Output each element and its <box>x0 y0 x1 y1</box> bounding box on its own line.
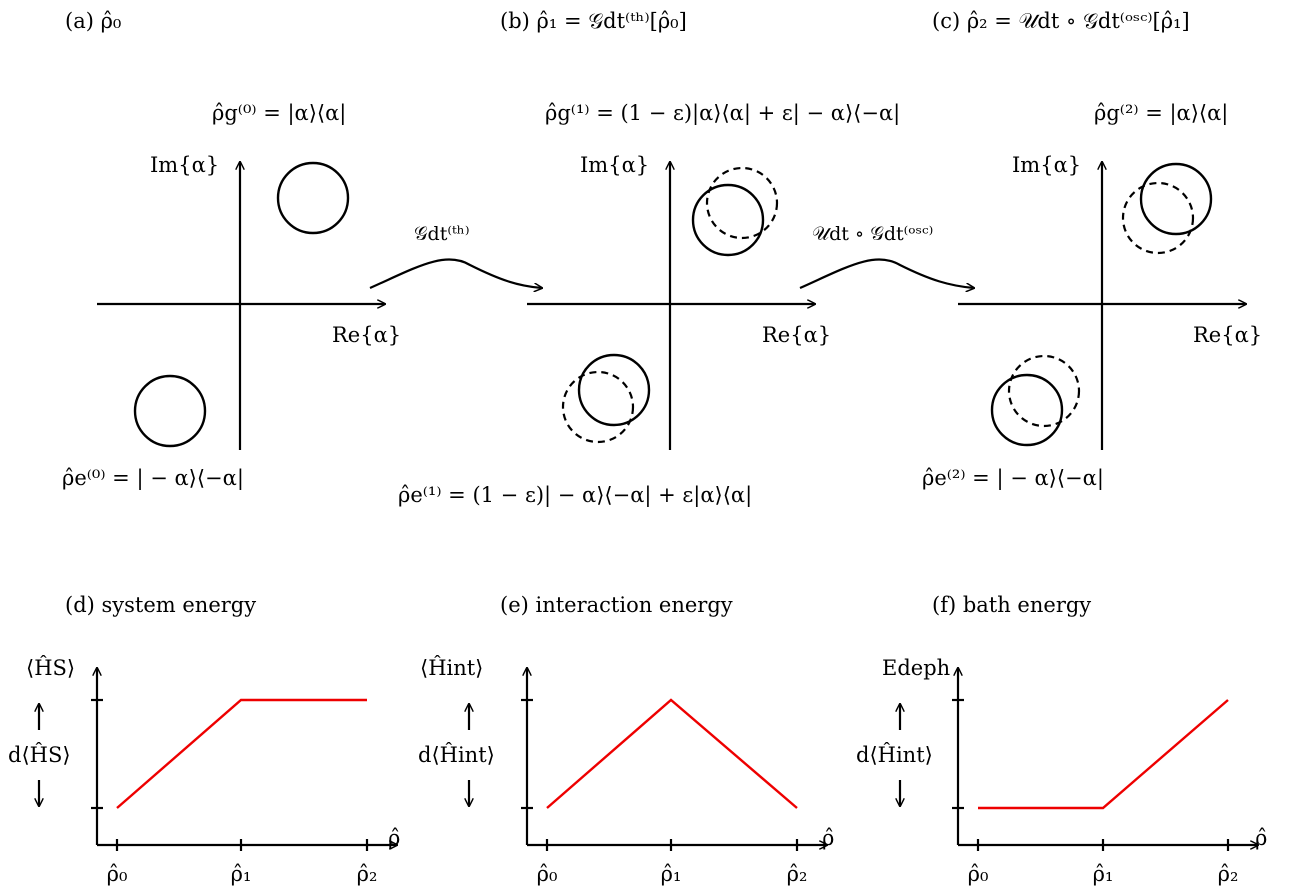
x-tick-label: ρ̂₂ <box>787 862 808 886</box>
panel-b-ground-label: ρ̂g⁽¹⁾ = (1 − ε)|α⟩⟨α| + ε| − α⟩⟨−α| <box>545 101 900 126</box>
chart-e-title: (e) interaction energy <box>500 593 733 617</box>
panel-b-excited-dashed-circle <box>561 370 635 444</box>
chart-f-y-label: Edeph <box>882 656 950 680</box>
transition-arrow-thermal: 𝒢dt⁽ᵗʰ⁾ <box>369 223 542 288</box>
x-tick-label: ρ̂₀ <box>968 862 989 886</box>
energy-series-line <box>546 698 798 809</box>
panel-a-re-label: Re{α} <box>332 323 401 347</box>
x-tick-label: ρ̂₀ <box>107 862 128 886</box>
panel-a-im-label: Im{α} <box>150 153 219 177</box>
chart-f-x-label: ρ̂ <box>1255 826 1267 850</box>
panel-c-ground-label: ρ̂g⁽²⁾ = |α⟩⟨α| <box>1094 101 1228 126</box>
x-tick-label: ρ̂₁ <box>1093 862 1114 886</box>
panel-c-excited-dashed-circle <box>1007 354 1081 428</box>
panel-c-im-label: Im{α} <box>1012 153 1081 177</box>
panel-b-ground-dashed-circle <box>705 166 779 240</box>
panel-b-re-label: Re{α} <box>762 323 831 347</box>
x-tick-label: ρ̂₁ <box>231 862 252 886</box>
transition-oscillation-curve <box>799 258 974 288</box>
panel-b-excited-state-circle <box>577 353 651 427</box>
panel-b-im-label: Im{α} <box>580 153 649 177</box>
panel-a: (a) ρ̂₀ ρ̂g⁽⁰⁾ = |α⟩⟨α| Im{α} Re{α} ρ̂e⁽… <box>62 9 401 491</box>
transition-arrow-oscillation: 𝒰dt ∘ 𝒢dt⁽ᵒˢᶜ⁾ <box>799 223 974 288</box>
chart-d-y-label: ⟨ĤS⟩ <box>26 656 75 680</box>
chart-d-x-label: ρ̂ <box>388 826 400 850</box>
chart-bath-energy: (f) bath energy Edeph d⟨Ĥint⟩ ρ̂ ρ̂₀ ρ̂₁ ρ… <box>856 593 1267 886</box>
panel-b-ground-state-circle <box>691 183 765 257</box>
panel-c-ground-state-circle <box>1139 162 1213 236</box>
x-tick-label: ρ̂₀ <box>537 862 558 886</box>
transition-thermal-label: 𝒢dt⁽ᵗʰ⁾ <box>414 223 470 245</box>
panel-c-re-label: Re{α} <box>1193 323 1262 347</box>
chart-f-title: (f) bath energy <box>932 593 1091 617</box>
panel-b: (b) ρ̂₁ = 𝒢dt⁽ᵗʰ⁾[ρ̂₀] ρ̂g⁽¹⁾ = (1 − ε)|… <box>398 9 900 508</box>
transition-oscillation-label: 𝒰dt ∘ 𝒢dt⁽ᵒˢᶜ⁾ <box>812 223 933 245</box>
panel-a-excited-label: ρ̂e⁽⁰⁾ = | − α⟩⟨−α| <box>62 466 244 491</box>
x-tick-label: ρ̂₂ <box>357 862 378 886</box>
x-tick-label: ρ̂₂ <box>1218 862 1239 886</box>
panel-c-caption: (c) ρ̂₂ = 𝒰dt ∘ 𝒢dt⁽ᵒˢᶜ⁾[ρ̂₁] <box>932 9 1190 33</box>
panel-c: (c) ρ̂₂ = 𝒰dt ∘ 𝒢dt⁽ᵒˢᶜ⁾[ρ̂₁] ρ̂g⁽²⁾ = |… <box>922 9 1262 491</box>
panel-c-excited-state-circle <box>990 373 1064 447</box>
panel-a-excited-state-circle <box>133 374 207 448</box>
panel-a-caption: (a) ρ̂₀ <box>65 9 121 33</box>
x-tick-label: ρ̂₁ <box>661 862 682 886</box>
panel-c-ground-dashed-circle <box>1121 181 1195 255</box>
chart-e-y-label: ⟨Ĥint⟩ <box>420 656 483 680</box>
chart-e-delta-label: d⟨Ĥint⟩ <box>418 743 495 767</box>
energy-series-line <box>116 698 367 809</box>
chart-f-delta-label: d⟨Ĥint⟩ <box>856 743 933 767</box>
transition-thermal-curve <box>369 258 542 288</box>
energy-series-line <box>978 699 1229 810</box>
panel-b-excited-label: ρ̂e⁽¹⁾ = (1 − ε)| − α⟩⟨−α| + ε|α⟩⟨α| <box>398 483 752 508</box>
panel-a-ground-label: ρ̂g⁽⁰⁾ = |α⟩⟨α| <box>212 101 346 126</box>
chart-d-delta-label: d⟨ĤS⟩ <box>8 743 71 767</box>
chart-e-x-label: ρ̂ <box>822 826 834 850</box>
panel-a-ground-state-circle <box>276 161 350 235</box>
panel-b-caption: (b) ρ̂₁ = 𝒢dt⁽ᵗʰ⁾[ρ̂₀] <box>500 9 687 33</box>
panel-c-excited-label: ρ̂e⁽²⁾ = | − α⟩⟨−α| <box>922 466 1104 491</box>
chart-d-title: (d) system energy <box>65 593 256 617</box>
chart-system-energy: (d) system energy ⟨ĤS⟩ d⟨ĤS⟩ ρ̂ ρ̂₀ ρ̂₁ ρ̂… <box>8 593 400 886</box>
chart-interaction-energy: (e) interaction energy ⟨Ĥint⟩ d⟨Ĥint⟩ ρ̂… <box>418 593 834 886</box>
